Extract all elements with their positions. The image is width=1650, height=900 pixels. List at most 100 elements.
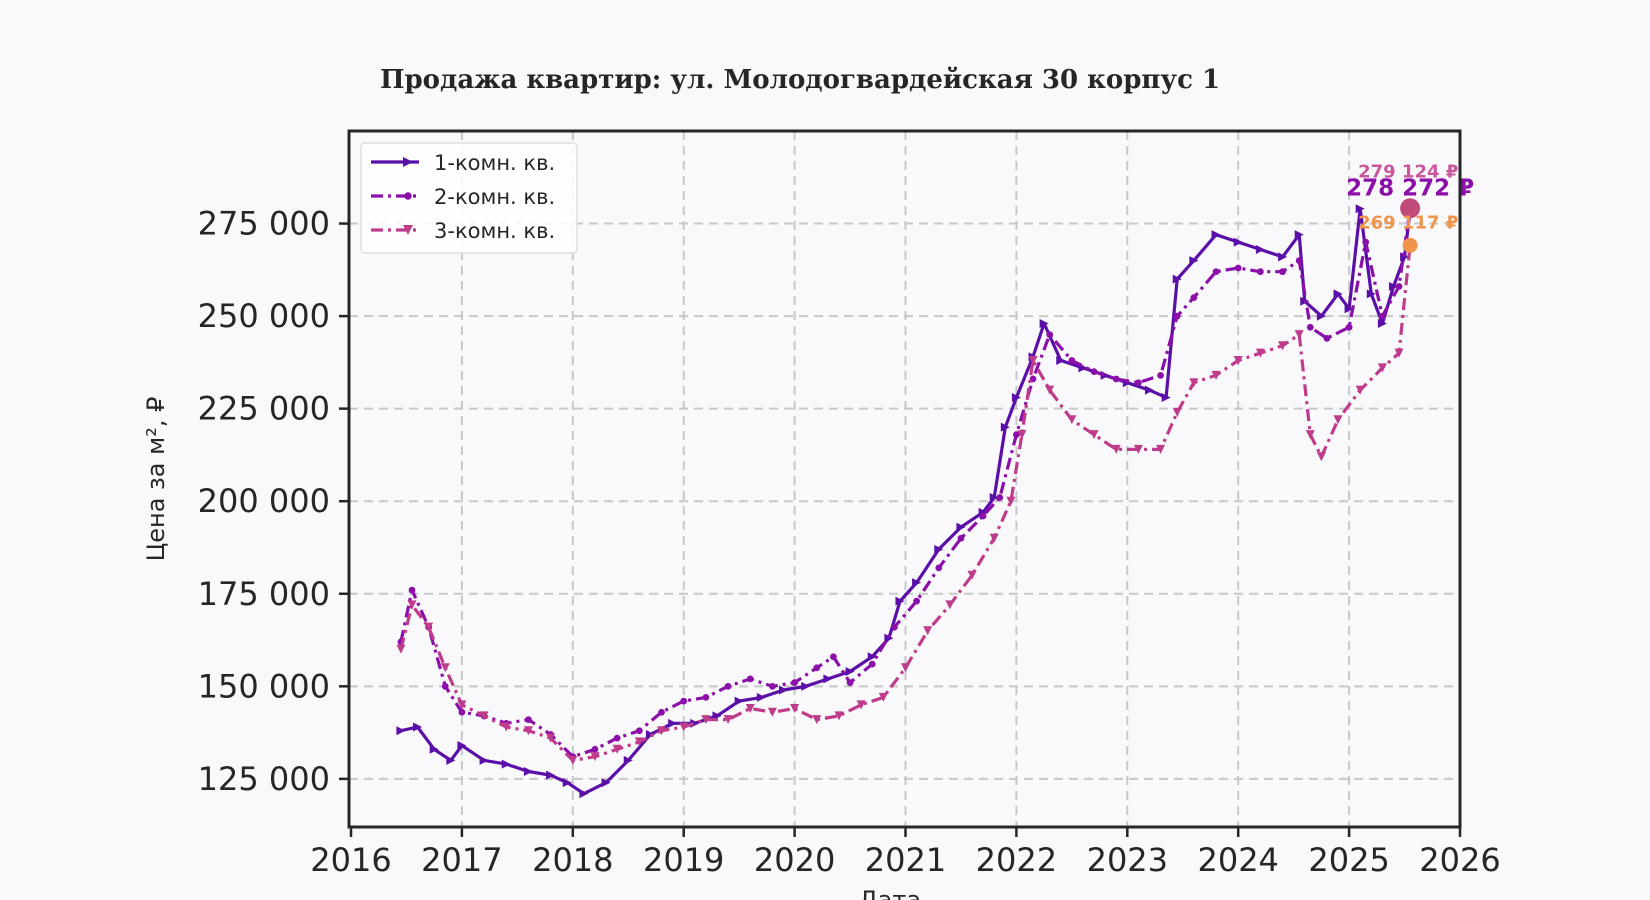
series-marker	[878, 692, 888, 702]
series-marker	[457, 741, 467, 751]
series-marker	[945, 600, 955, 610]
series-marker	[1295, 257, 1303, 264]
series-marker	[845, 667, 855, 677]
series-marker	[996, 494, 1004, 501]
series-marker	[1388, 281, 1398, 291]
series-marker	[523, 766, 533, 776]
series-marker	[1056, 356, 1066, 366]
x-tick-label: 2022	[976, 841, 1057, 879]
series-marker	[1211, 230, 1221, 240]
series-marker	[590, 752, 600, 762]
legend-item[interactable]: 1-комн. кв.	[371, 151, 555, 175]
series-marker	[701, 715, 711, 725]
series-marker	[1212, 268, 1220, 276]
series-marker	[679, 722, 689, 732]
series-marker	[767, 707, 777, 717]
series-marker	[979, 512, 987, 520]
series-marker	[895, 596, 905, 606]
series-marker	[1090, 368, 1098, 376]
x-tick-label: 2026	[1419, 841, 1500, 879]
series-marker	[546, 733, 556, 743]
series-marker	[1345, 323, 1353, 331]
series-marker	[479, 711, 489, 721]
x-tick-label: 2017	[421, 841, 502, 879]
series-marker	[396, 644, 406, 654]
series	[397, 204, 1414, 761]
series-marker	[579, 789, 589, 799]
series-marker	[635, 727, 643, 735]
series-marker	[790, 704, 800, 714]
series-marker	[1306, 323, 1314, 331]
series-marker	[1279, 268, 1286, 276]
series-line	[399, 208, 1412, 759]
series-marker	[1333, 289, 1343, 299]
legend-item[interactable]: 2-комн. кв.	[371, 185, 555, 209]
series-marker	[634, 737, 644, 747]
series-marker	[1255, 244, 1265, 254]
series-marker	[956, 522, 966, 532]
y-tick-label: 125 000	[198, 760, 330, 798]
annotation-label: 269 117 ₽	[1358, 212, 1458, 233]
series-marker	[658, 708, 665, 716]
series-marker	[429, 744, 439, 754]
series-marker	[404, 192, 412, 200]
series-marker	[769, 682, 776, 690]
series-marker	[1278, 341, 1288, 351]
series-marker	[989, 493, 999, 503]
series-marker	[702, 694, 710, 701]
series-marker	[612, 744, 622, 754]
y-tick-label: 200 000	[198, 482, 330, 520]
x-tick-label: 2020	[754, 841, 835, 879]
series-marker	[1377, 363, 1387, 373]
series-marker	[868, 660, 876, 668]
series-marker	[403, 225, 413, 235]
series-marker	[1111, 444, 1121, 454]
series-marker	[407, 600, 417, 610]
series-marker	[967, 570, 977, 580]
series-marker	[935, 564, 943, 572]
series-marker	[1344, 304, 1354, 314]
series-marker	[403, 157, 413, 167]
series-marker	[1172, 407, 1182, 417]
series-marker	[1294, 330, 1304, 340]
series-marker	[989, 533, 999, 543]
series-marker	[1190, 294, 1198, 301]
series-marker	[479, 755, 489, 765]
series-marker	[779, 685, 789, 695]
series-marker	[396, 726, 406, 736]
series-marker	[1112, 375, 1120, 383]
series-marker	[734, 696, 744, 706]
series-marker	[601, 778, 611, 788]
series-marker	[745, 704, 755, 714]
grid	[349, 131, 1460, 827]
series-marker	[1039, 319, 1049, 329]
series-marker	[1234, 264, 1242, 272]
series-marker	[1173, 312, 1181, 320]
series-marker	[1255, 348, 1265, 358]
series-marker	[1377, 319, 1387, 329]
series-marker	[923, 626, 933, 636]
series-marker	[1000, 422, 1010, 432]
series-marker	[1278, 252, 1288, 262]
series-marker	[746, 675, 754, 683]
series-marker	[441, 682, 449, 690]
series-marker	[1013, 431, 1020, 438]
legend-item[interactable]: 3-комн. кв.	[371, 219, 555, 243]
y-axis-label: Цена за м², ₽	[142, 397, 170, 562]
series-marker	[756, 692, 766, 702]
series-marker	[912, 578, 922, 588]
x-axis: 2016 2017 2018 2019 2020 2021 2022 2023 2024 2025…	[310, 827, 1501, 879]
series-marker	[1257, 268, 1264, 276]
legend[interactable]: 1-комн. кв. 2-комн. кв. 3-комн. кв.	[360, 142, 578, 254]
series	[396, 240, 1415, 765]
series-line	[399, 245, 1412, 763]
series-marker	[913, 597, 920, 605]
series-marker	[501, 759, 511, 769]
series-marker	[891, 623, 898, 631]
series-marker	[657, 726, 667, 736]
series-marker	[1316, 311, 1326, 321]
series-marker	[1362, 238, 1370, 246]
series-marker	[1045, 385, 1055, 395]
x-axis-label: Дата	[859, 886, 921, 900]
series-marker	[1144, 385, 1154, 395]
